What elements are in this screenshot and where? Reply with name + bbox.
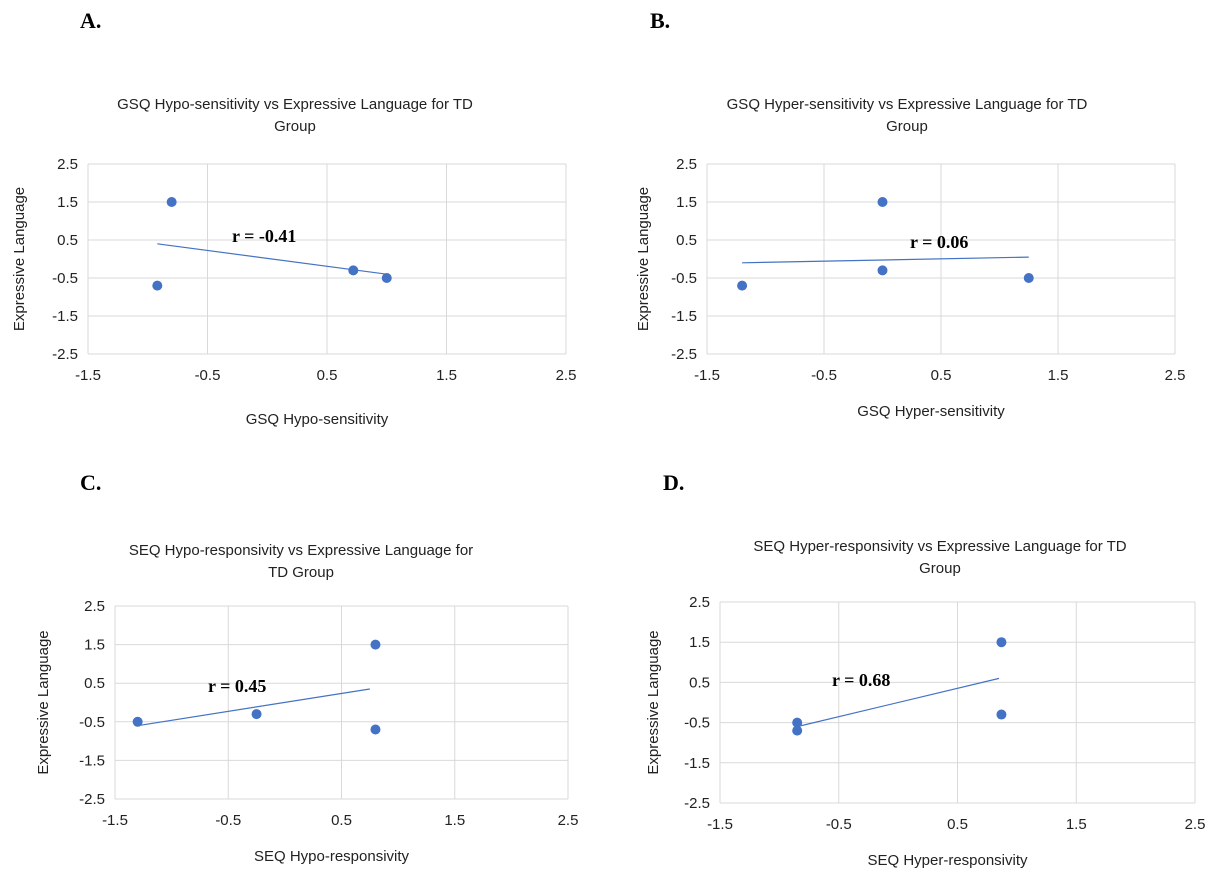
panel-letter: B. — [650, 8, 671, 33]
x-tick-label: 1.5 — [444, 812, 465, 829]
x-tick-label: 2.5 — [558, 812, 579, 829]
panel-letter: C. — [80, 470, 102, 495]
data-point — [877, 197, 888, 207]
y-tick-label: -0.5 — [79, 714, 105, 731]
panel-letter: A. — [80, 8, 102, 33]
data-point — [251, 709, 262, 720]
x-axis-label: GSQ Hyper-sensitivity — [857, 403, 1005, 420]
data-point — [370, 724, 381, 735]
panel-letter: D. — [663, 470, 685, 495]
y-tick-label: -0.5 — [671, 270, 697, 287]
y-axis-label: Expressive Language — [635, 187, 652, 331]
trendline — [742, 256, 1029, 264]
correlation-label: r = 0.68 — [832, 670, 890, 690]
x-tick-label: -1.5 — [75, 367, 101, 384]
x-tick-label: 0.5 — [331, 812, 352, 829]
x-tick-label: -1.5 — [707, 816, 733, 833]
x-axis-label: SEQ Hypo-responsivity — [254, 848, 410, 865]
chart-title-line-1: GSQ Hyper-sensitivity vs Expressive Lang… — [726, 96, 1088, 113]
y-tick-label: -2.5 — [79, 791, 105, 808]
data-point — [996, 709, 1007, 720]
chart-title: GSQ Hyper-sensitivity vs Expressive Lang… — [672, 94, 1142, 138]
x-tick-label: -0.5 — [826, 816, 852, 833]
chart-title: GSQ Hypo-sensitivity vs Expressive Langu… — [60, 94, 530, 138]
y-tick-label: 2.5 — [689, 594, 710, 611]
chart-title-line-2: Group — [919, 560, 961, 577]
x-tick-label: 2.5 — [556, 367, 577, 384]
y-tick-label: -2.5 — [671, 346, 697, 363]
x-tick-label: -0.5 — [811, 367, 837, 384]
y-tick-label: 2.5 — [84, 598, 105, 615]
x-tick-label: 2.5 — [1165, 367, 1186, 384]
data-point — [996, 637, 1007, 648]
data-point — [792, 725, 803, 736]
trendline — [797, 677, 1000, 728]
data-point — [1023, 273, 1034, 283]
y-axis-label: Expressive Language — [645, 630, 662, 774]
chart-title-line-1: GSQ Hypo-sensitivity vs Expressive Langu… — [117, 96, 473, 113]
x-tick-label: 0.5 — [947, 816, 968, 833]
trendline — [137, 688, 370, 727]
y-tick-label: -2.5 — [52, 346, 78, 363]
data-point — [370, 639, 381, 650]
y-tick-label: 0.5 — [57, 232, 78, 249]
x-tick-label: -1.5 — [694, 367, 720, 384]
y-tick-label: -2.5 — [684, 795, 710, 812]
x-tick-label: -1.5 — [102, 812, 128, 829]
y-tick-label: 0.5 — [676, 232, 697, 249]
x-axis-label: GSQ Hypo-sensitivity — [246, 411, 389, 428]
y-tick-label: 0.5 — [689, 674, 710, 691]
x-tick-label: 1.5 — [1048, 367, 1069, 384]
y-tick-label: 1.5 — [84, 637, 105, 654]
y-tick-label: -1.5 — [671, 308, 697, 325]
chart-title-line-2: Group — [886, 118, 928, 135]
data-point — [132, 716, 143, 727]
chart-title: SEQ Hypo-responsivity vs Expressive Lang… — [55, 540, 547, 584]
x-tick-label: 1.5 — [1066, 816, 1087, 833]
chart-title-line-2: TD Group — [268, 564, 334, 581]
data-point — [792, 717, 803, 728]
x-tick-label: -0.5 — [215, 812, 241, 829]
data-point — [348, 265, 359, 276]
y-axis-label: Expressive Language — [11, 187, 28, 331]
x-tick-label: 0.5 — [931, 367, 952, 384]
data-point — [877, 265, 888, 276]
y-tick-label: -0.5 — [52, 270, 78, 287]
chart-title-line-1: SEQ Hyper-responsivity vs Expressive Lan… — [753, 538, 1127, 555]
y-tick-label: 2.5 — [676, 156, 697, 173]
x-tick-label: 2.5 — [1185, 816, 1206, 833]
x-tick-label: 0.5 — [317, 367, 338, 384]
data-point — [152, 280, 163, 291]
y-tick-label: 0.5 — [84, 675, 105, 692]
correlation-label: r = 0.06 — [910, 232, 968, 252]
y-tick-label: -1.5 — [684, 755, 710, 772]
x-tick-label: 1.5 — [436, 367, 457, 384]
y-tick-label: 1.5 — [676, 194, 697, 211]
correlation-label: r = -0.41 — [232, 226, 296, 246]
y-tick-label: -1.5 — [52, 308, 78, 325]
chart-title-line-2: Group — [274, 118, 316, 135]
y-tick-label: 1.5 — [689, 634, 710, 651]
chart-title-line-1: SEQ Hypo-responsivity vs Expressive Lang… — [128, 542, 474, 559]
data-point — [381, 273, 392, 283]
y-tick-label: -1.5 — [79, 752, 105, 769]
correlation-label: r = 0.45 — [208, 676, 266, 696]
chart-title: SEQ Hyper-responsivity vs Expressive Lan… — [700, 536, 1180, 580]
y-tick-label: 2.5 — [57, 156, 78, 173]
data-point — [166, 197, 177, 207]
x-axis-label: SEQ Hyper-responsivity — [867, 852, 1028, 869]
y-axis-label: Expressive Language — [35, 630, 52, 774]
x-tick-label: -0.5 — [195, 367, 221, 384]
y-tick-label: -0.5 — [684, 715, 710, 732]
data-point — [737, 280, 748, 291]
y-tick-label: 1.5 — [57, 194, 78, 211]
